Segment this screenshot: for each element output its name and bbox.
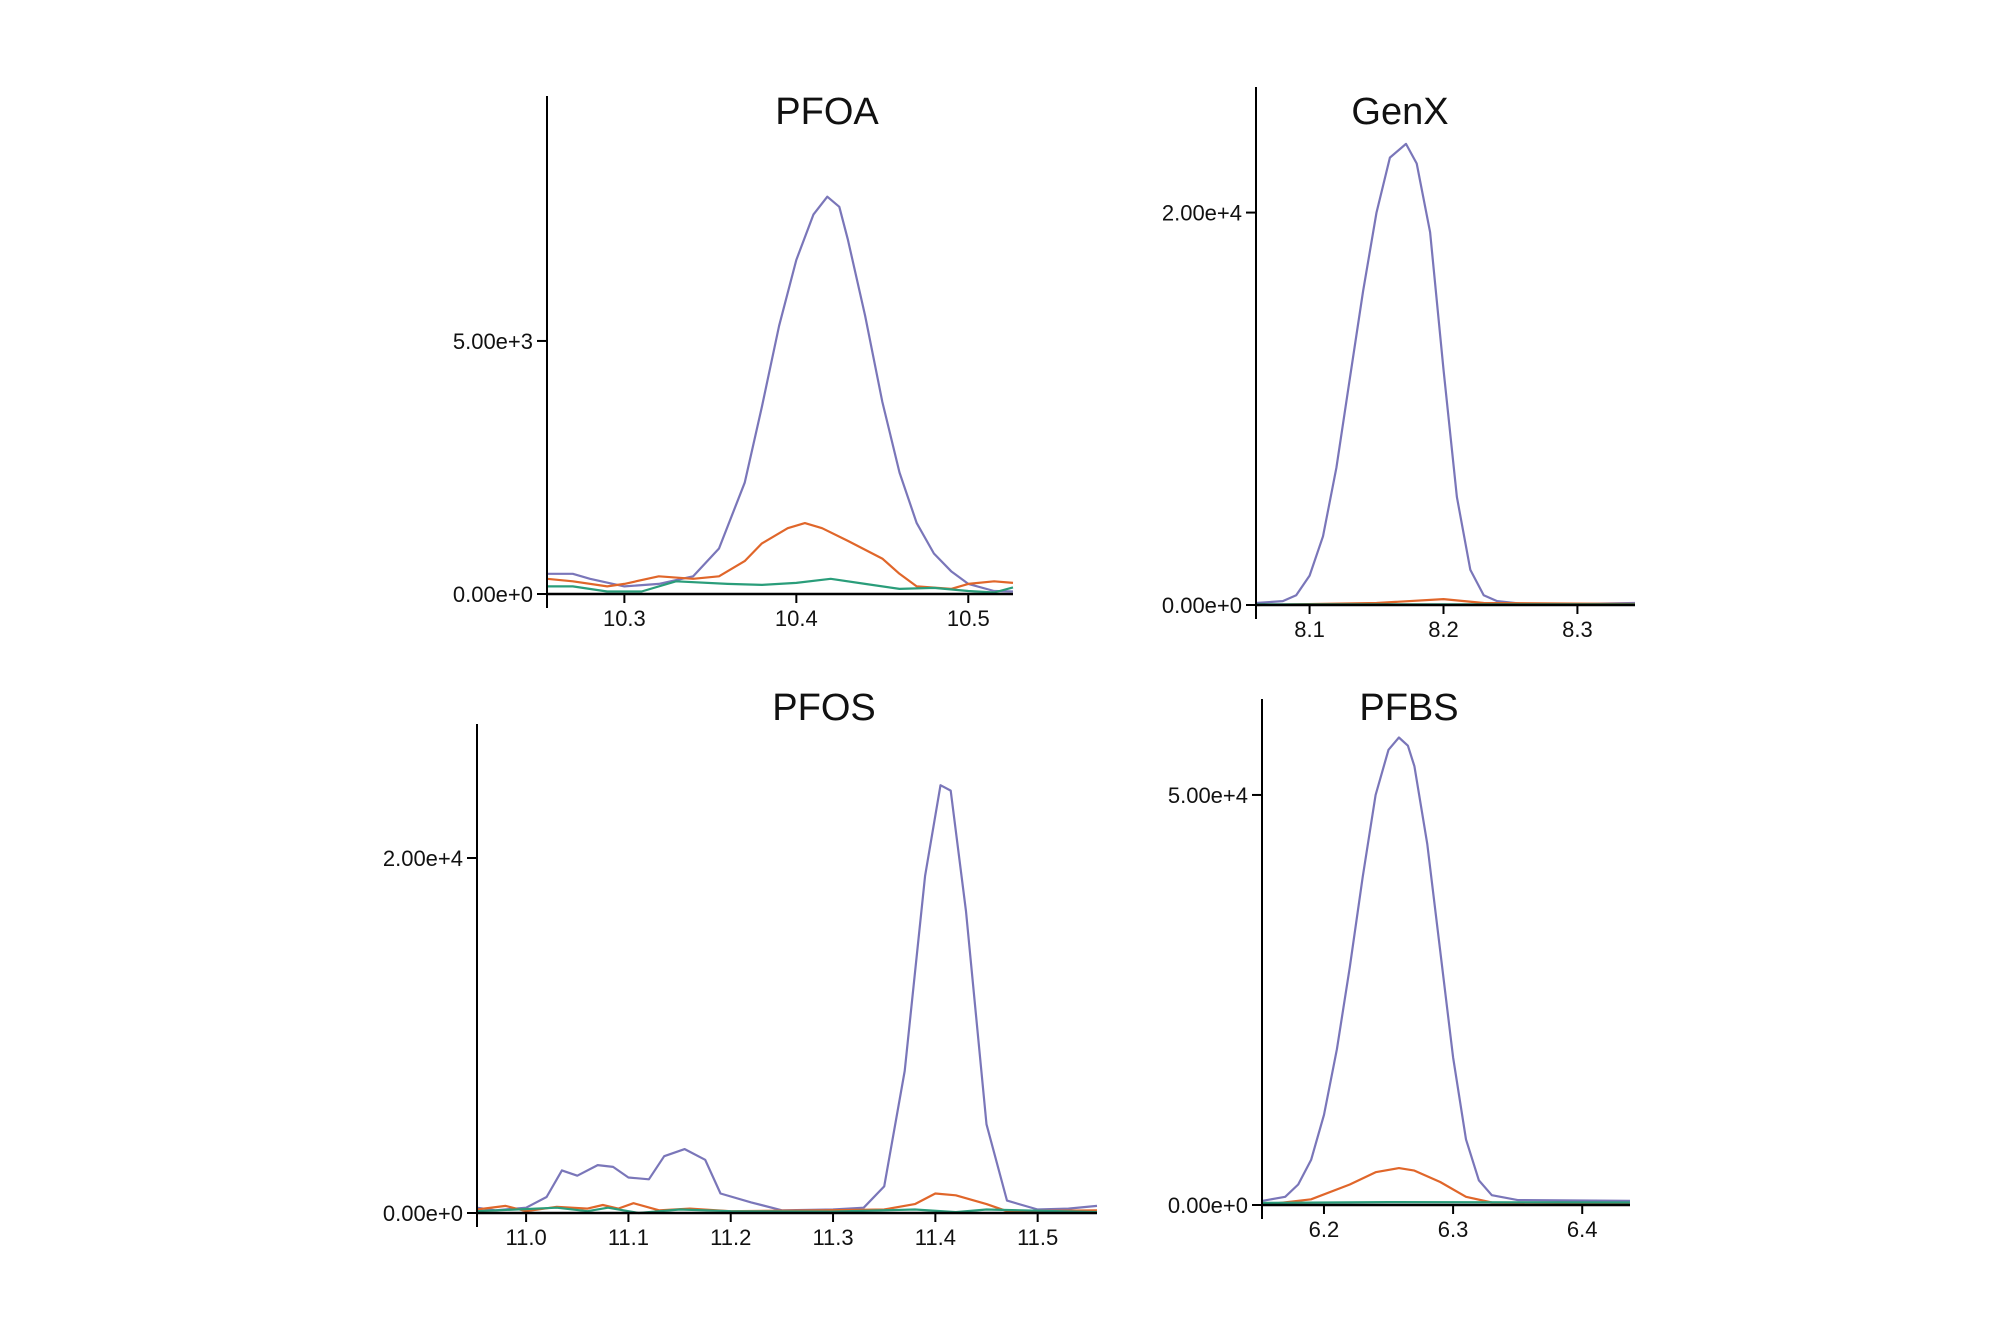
y-tick-label: 0.00e+0 — [1162, 593, 1242, 618]
series-line-3 — [1261, 1200, 1631, 1205]
series-line-1 — [547, 195, 1014, 593]
y-tick-label: 2.00e+4 — [383, 846, 463, 871]
x-tick-label: 8.3 — [1562, 617, 1593, 642]
series-line-1 — [1261, 736, 1631, 1202]
y-tick-label: 0.00e+0 — [383, 1201, 463, 1226]
series-line-2 — [1261, 1166, 1631, 1207]
x-tick-label: 11.4 — [915, 1225, 956, 1250]
series-line-1 — [476, 784, 1098, 1212]
series-line-3 — [547, 577, 1014, 594]
x-tick-label: 6.4 — [1567, 1217, 1598, 1242]
x-tick-label: 11.0 — [506, 1225, 547, 1250]
x-tick-label: 11.2 — [710, 1225, 751, 1250]
x-tick-label: 11.5 — [1017, 1225, 1058, 1250]
y-tick-label: 0.00e+0 — [453, 582, 533, 607]
chart-title: PFBS — [1359, 687, 1458, 729]
chart-panel-pfbs: PFBS 6.2 6.3 6.4 0.00e+0 5.00e+4 — [1168, 687, 1631, 1242]
chart-panel-genx: GenX 8.1 8.2 8.3 0.00e+0 2.00e+4 — [1162, 87, 1636, 642]
x-tick-label: 8.2 — [1428, 617, 1459, 642]
x-tick-label: 11.1 — [608, 1225, 649, 1250]
x-tick-label: 10.5 — [947, 606, 990, 631]
y-tick-label: 2.00e+4 — [1162, 201, 1242, 226]
x-tick-label: 11.3 — [812, 1225, 853, 1250]
chart-title: GenX — [1351, 91, 1448, 133]
y-tick-label: 5.00e+3 — [453, 329, 533, 354]
y-tick-label: 5.00e+4 — [1168, 783, 1248, 808]
x-tick-label: 8.1 — [1294, 617, 1325, 642]
series-line-2 — [546, 521, 1014, 591]
chart-panel-pfoa: PFOA 10.3 10.4 10.5 0.00e+0 5.00e+3 — [453, 91, 1014, 631]
x-tick-label: 10.3 — [603, 606, 646, 631]
series-line-3 — [476, 1206, 1098, 1215]
chart-title: PFOS — [772, 687, 875, 729]
chart-panel-pfos: PFOS 11.0 11.1 11.2 11.3 11.4 11.5 0.00e+0 2.00e… — [383, 687, 1098, 1250]
y-tick-label: 0.00e+0 — [1168, 1193, 1248, 1218]
chart-title: PFOA — [775, 91, 879, 133]
x-tick-label: 10.4 — [775, 606, 818, 631]
x-tick-label: 6.2 — [1309, 1217, 1340, 1242]
series-line-1 — [1255, 142, 1636, 606]
x-tick-label: 6.3 — [1438, 1217, 1469, 1242]
